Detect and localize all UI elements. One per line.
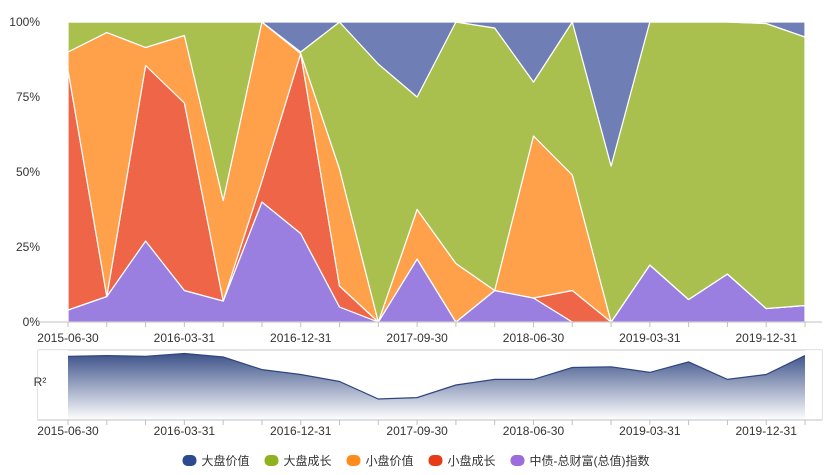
y-axis: 0% 25% 50% 75% 100% <box>9 15 40 329</box>
legend[interactable]: 大盘价值 大盘成长 小盘价值 小盘成长 中债-总财富(总值)指数 <box>182 453 650 468</box>
navigator-handle-right[interactable] <box>805 350 822 420</box>
legend-label: 小盘成长 <box>448 453 496 468</box>
y-tick-label: 50% <box>16 165 40 179</box>
legend-swatch <box>346 455 361 466</box>
y-tick-label: 0% <box>23 315 41 329</box>
x-tick-label: 2016-12-31 <box>270 331 332 345</box>
legend-label: 大盘成长 <box>284 453 332 468</box>
x-axis: 2015-06-30 2016-03-31 2016-12-31 2017-09-30… <box>37 321 822 345</box>
navigator-x-tick-label: 2015-06-30 <box>37 424 99 438</box>
legend-swatch <box>510 455 525 466</box>
stacked-areas <box>67 21 806 323</box>
y-tick-label: 25% <box>16 240 40 254</box>
y-tick-label: 100% <box>9 15 40 29</box>
legend-label: 中债-总财富(总值)指数 <box>530 453 650 468</box>
legend-item[interactable]: 中债-总财富(总值)指数 <box>510 453 650 468</box>
x-tick-label: 2015-06-30 <box>37 331 99 345</box>
x-tick-label: 2019-03-31 <box>619 331 681 345</box>
navigator-label: R² <box>34 375 47 389</box>
x-tick-label: 2016-03-31 <box>154 331 216 345</box>
navigator-x-tick-label: 2016-03-31 <box>154 424 216 438</box>
x-tick-label: 2019-12-31 <box>736 331 798 345</box>
navigator-line <box>67 352 806 400</box>
navigator-x-tick-label: 2016-12-31 <box>270 424 332 438</box>
navigator-x-tick-label: 2019-12-31 <box>736 424 798 438</box>
legend-label: 大盘价值 <box>202 453 250 468</box>
navigator-x-tick-label: 2017-09-30 <box>386 424 448 438</box>
navigator-x-tick-label: 2018-06-30 <box>503 424 565 438</box>
legend-swatch <box>428 455 443 466</box>
legend-item[interactable]: 小盘价值 <box>346 453 414 468</box>
navigator-area <box>68 353 805 420</box>
y-tick-label: 75% <box>16 90 40 104</box>
navigator[interactable]: R² <box>34 349 823 421</box>
legend-label: 小盘价值 <box>366 453 414 468</box>
legend-swatch <box>182 455 197 466</box>
x-tick-label: 2018-06-30 <box>503 331 565 345</box>
navigator-x-tick-label: 2019-03-31 <box>619 424 681 438</box>
area-series-4[interactable] <box>67 21 806 167</box>
legend-swatch <box>264 455 279 466</box>
navigator-x-axis: 2015-06-30 2016-03-31 2016-12-31 2017-09-30… <box>37 419 822 438</box>
legend-item[interactable]: 大盘价值 <box>182 453 250 468</box>
x-tick-label: 2017-09-30 <box>386 331 448 345</box>
navigator-handle-left[interactable] <box>38 350 68 420</box>
legend-item[interactable]: 大盘成长 <box>264 453 332 468</box>
legend-item[interactable]: 小盘成长 <box>428 453 496 468</box>
